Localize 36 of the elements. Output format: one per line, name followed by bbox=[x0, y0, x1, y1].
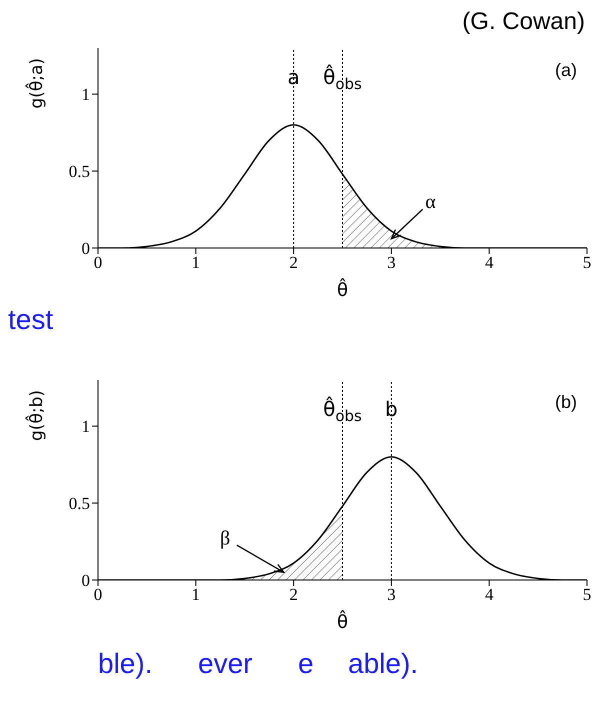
text: test bbox=[8, 304, 54, 336]
x-axis-title: θ̂ bbox=[336, 610, 348, 633]
x-tick-label: 2 bbox=[289, 585, 298, 604]
x-tick-label: 0 bbox=[94, 253, 102, 272]
ref-line-label: θ̂$_{obs}$ bbox=[323, 64, 362, 92]
x-tick-label: 1 bbox=[192, 253, 200, 272]
x-tick-label: 1 bbox=[192, 585, 200, 604]
text: e bbox=[298, 648, 314, 680]
annotation: α bbox=[425, 190, 436, 213]
x-tick-label: 0 bbox=[94, 585, 102, 604]
ref-line-label: θ̂$_{obs}$ bbox=[323, 396, 362, 424]
y-axis-title: g(θ̂;a) bbox=[24, 58, 47, 109]
x-tick-label: 5 bbox=[582, 585, 592, 604]
x-tick-label: 5 bbox=[582, 253, 592, 272]
text: ble). bbox=[98, 648, 152, 680]
y-tick-label: 0 bbox=[82, 571, 90, 590]
annotation: β bbox=[220, 527, 230, 550]
x-tick-label: 2 bbox=[289, 253, 298, 272]
text: (G. Cowan) bbox=[462, 8, 585, 36]
annotation: (b) bbox=[555, 392, 577, 412]
ref-line-label: b bbox=[385, 397, 398, 421]
text: ever bbox=[198, 648, 252, 680]
y-tick-label: 0 bbox=[82, 239, 90, 258]
x-tick-label: 3 bbox=[387, 585, 396, 604]
text: able). bbox=[348, 648, 418, 680]
y-axis-title: g(θ̂;b) bbox=[24, 390, 47, 441]
x-tick-label: 3 bbox=[387, 253, 396, 272]
x-tick-label: 4 bbox=[484, 253, 494, 272]
annotation: (a) bbox=[555, 60, 577, 80]
y-tick-label: 1 bbox=[82, 417, 90, 436]
ref-line-label: a bbox=[287, 65, 300, 89]
y-tick-label: 1 bbox=[82, 85, 90, 104]
y-tick-label: 0.5 bbox=[68, 162, 90, 182]
x-tick-label: 4 bbox=[484, 585, 494, 604]
y-tick-label: 0.5 bbox=[68, 494, 90, 514]
x-axis-title: θ̂ bbox=[336, 278, 348, 301]
